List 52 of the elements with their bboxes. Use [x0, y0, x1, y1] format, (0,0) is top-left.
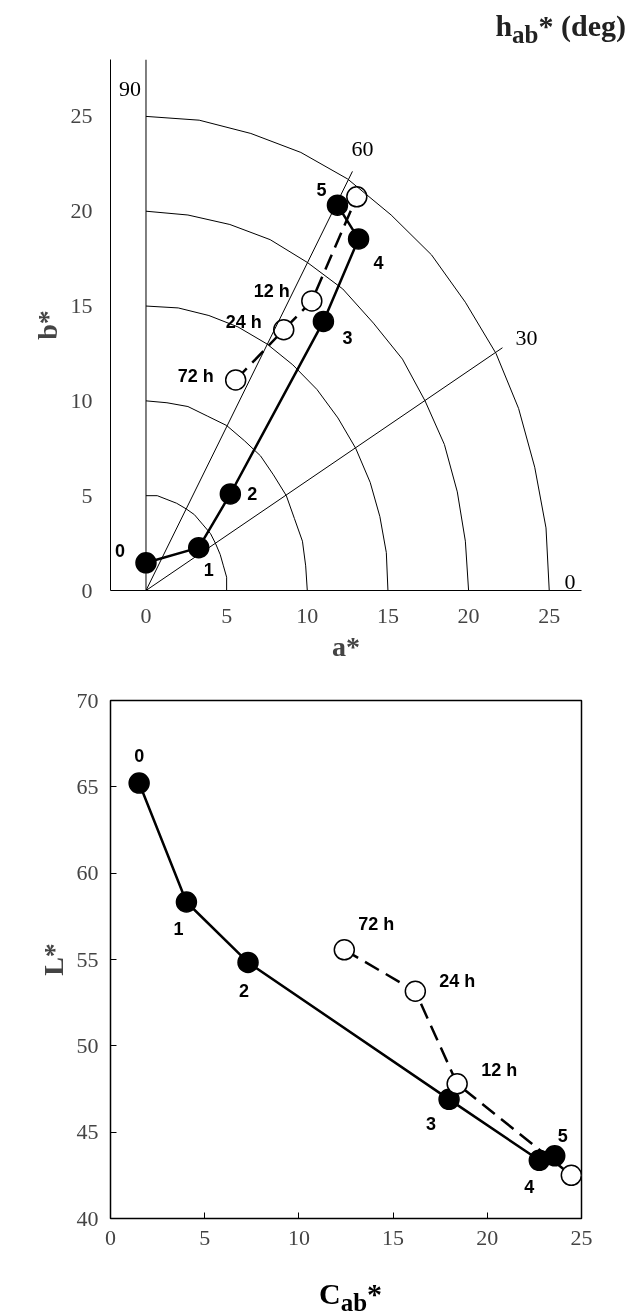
- y-axis-title: b*: [31, 310, 63, 340]
- x-tick-label: 15: [382, 1224, 405, 1250]
- x-tick-label: 20: [457, 602, 480, 628]
- y-tick-label: 70: [76, 687, 99, 713]
- x-tick-label: 20: [476, 1224, 499, 1250]
- annotation: 12 h: [481, 1059, 518, 1080]
- annotation: 30: [515, 324, 538, 350]
- y-tick-label: 15: [70, 293, 93, 319]
- annotation: 2: [239, 980, 250, 1001]
- annotation: 12 h: [253, 280, 290, 301]
- y-tick-label: 40: [76, 1205, 99, 1231]
- y-tick-label: 65: [76, 773, 99, 799]
- annotation: 90: [118, 75, 141, 101]
- annotation: 4: [373, 253, 384, 274]
- x-tick-label: 0: [140, 602, 152, 628]
- annotation: 5: [316, 179, 327, 200]
- annotation: 4: [524, 1176, 535, 1197]
- y-tick-label: 10: [70, 387, 93, 413]
- annotation: 0: [134, 745, 145, 766]
- annotation: 5: [557, 1126, 568, 1147]
- annotation: 0: [114, 541, 125, 562]
- annotation: 3: [426, 1113, 437, 1134]
- annotation: 0: [564, 568, 576, 594]
- annotation: 3: [342, 327, 353, 348]
- text: h$_{ab}$* (deg): [495, 8, 626, 50]
- x-tick-label: 10: [287, 1224, 310, 1250]
- x-tick-label: 15: [376, 602, 399, 628]
- x-tick-label: 25: [538, 602, 561, 628]
- annotation: 2: [247, 484, 258, 505]
- annotation: 24 h: [439, 971, 476, 992]
- x-tick-label: 0: [105, 1224, 116, 1250]
- x-tick-label: 5: [221, 602, 233, 628]
- annotation: 60: [351, 136, 374, 162]
- y-axis-title: L*: [37, 943, 69, 976]
- x-tick-label: 25: [570, 1224, 593, 1250]
- x-axis-title: a*: [332, 630, 360, 662]
- x-tick-label: 10: [296, 602, 319, 628]
- annotation: 1: [203, 560, 214, 581]
- annotation: 72 h: [177, 366, 214, 386]
- y-tick-label: 20: [70, 198, 93, 224]
- annotation: 24 h: [225, 311, 262, 332]
- y-tick-label: 55: [76, 946, 99, 972]
- y-tick-label: 50: [76, 1032, 99, 1058]
- y-tick-label: 5: [81, 482, 93, 508]
- y-tick-label: 45: [76, 1119, 99, 1145]
- annotation: 72 h: [358, 913, 395, 934]
- y-tick-label: 25: [70, 103, 93, 129]
- x-tick-label: 5: [199, 1224, 211, 1250]
- annotation: 1: [173, 918, 184, 939]
- y-tick-label: 0: [81, 577, 93, 603]
- x-axis-title: C$_{ab}$*: [318, 1276, 383, 1312]
- y-tick-label: 60: [76, 860, 99, 886]
